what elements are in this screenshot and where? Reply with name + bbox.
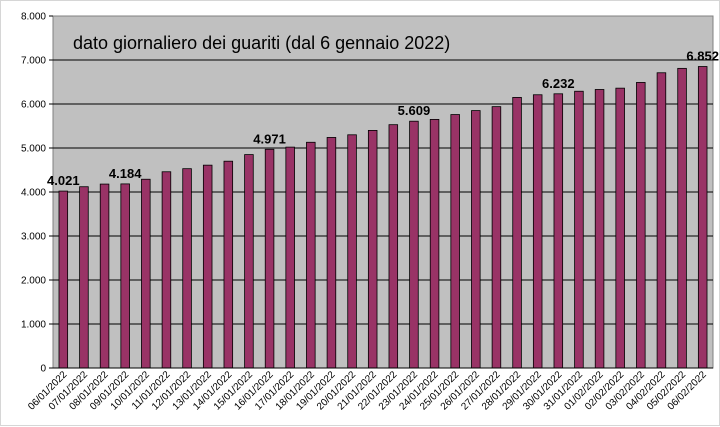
bars xyxy=(58,66,708,369)
bar xyxy=(656,72,667,369)
bar xyxy=(182,168,192,369)
chart-title: dato giornaliero dei guariti (dal 6 genn… xyxy=(73,33,450,53)
y-tick-label: 2.000 xyxy=(21,276,46,287)
bar xyxy=(141,178,151,369)
bar xyxy=(285,146,295,369)
data-label: 4.971 xyxy=(253,131,286,146)
bar xyxy=(347,134,357,369)
bar xyxy=(79,186,89,369)
bar xyxy=(574,90,584,369)
data-label: 6.852 xyxy=(686,49,719,64)
bar xyxy=(450,114,460,369)
y-tick-label: 1.000 xyxy=(21,320,46,331)
bar xyxy=(120,183,130,369)
y-tick-label: 5.000 xyxy=(21,144,46,155)
bar xyxy=(99,183,110,369)
bar xyxy=(553,93,564,369)
bar xyxy=(264,148,275,369)
data-label: 5.609 xyxy=(398,103,431,118)
bar xyxy=(594,89,605,369)
bar xyxy=(244,154,254,369)
bar xyxy=(491,106,502,369)
y-axis-ticks: 0 1.000 2.000 3.000 4.000 5.000 6.000 7.000 8.00… xyxy=(21,12,53,375)
bar xyxy=(615,87,625,369)
y-tick-label: 8.000 xyxy=(21,12,46,23)
y-tick-label: 0 xyxy=(40,364,46,375)
bar xyxy=(532,94,543,369)
y-tick-label: 3.000 xyxy=(21,232,46,243)
y-tick-label: 4.000 xyxy=(21,188,46,199)
bar xyxy=(58,190,69,369)
bar xyxy=(223,160,234,369)
y-tick-label: 6.000 xyxy=(21,100,46,111)
bar xyxy=(429,119,440,369)
bar xyxy=(367,129,378,369)
bar xyxy=(636,82,646,369)
bar xyxy=(677,67,687,369)
bar xyxy=(697,66,708,369)
bar xyxy=(202,164,213,369)
x-axis-ticks: 06/01/202207/01/202208/01/202209/01/2022… xyxy=(26,367,713,413)
data-labels: 4.021 4.184 4.971 5.609 6.232 6.852 xyxy=(47,49,719,189)
bar xyxy=(388,124,399,369)
bar xyxy=(306,141,316,369)
data-label: 4.021 xyxy=(47,173,80,188)
bar xyxy=(471,110,481,369)
bar xyxy=(409,120,419,369)
bar xyxy=(326,137,337,369)
bar xyxy=(161,171,172,369)
data-label: 6.232 xyxy=(542,76,575,91)
y-tick-label: 7.000 xyxy=(21,56,46,67)
bar xyxy=(512,97,522,369)
data-label: 4.184 xyxy=(109,166,142,181)
